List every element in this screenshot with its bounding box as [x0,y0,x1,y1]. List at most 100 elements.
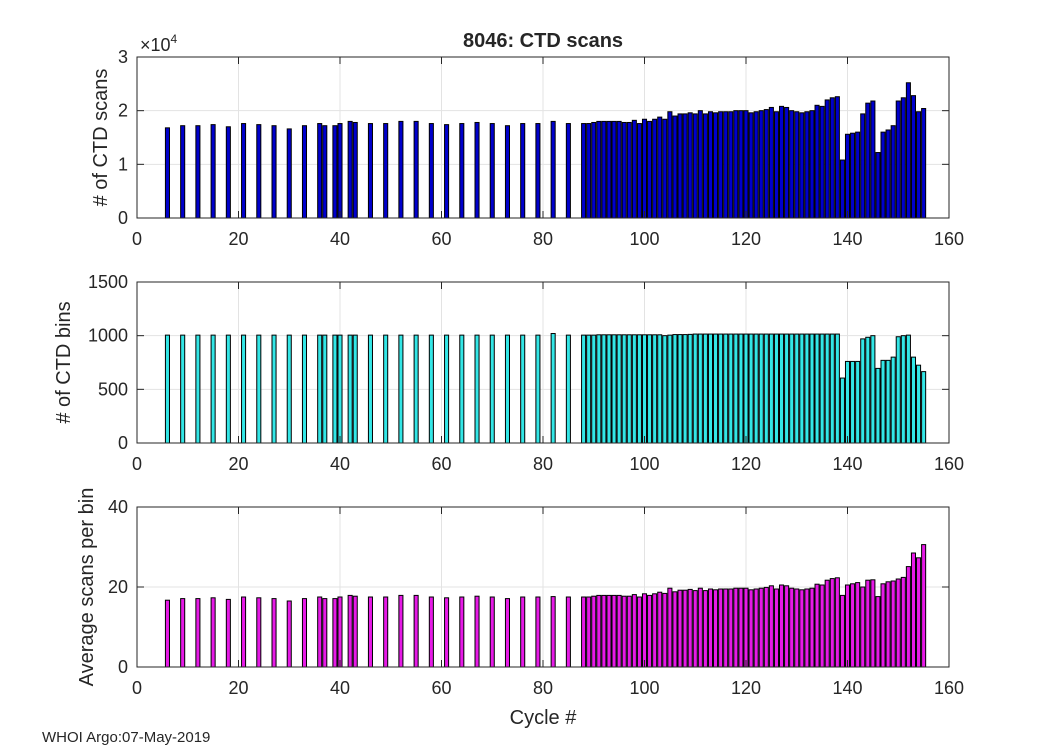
bar [855,131,861,219]
x-tick-label: 40 [330,678,350,698]
bar [367,334,373,444]
bar [829,578,835,668]
bar [428,596,434,668]
bar [733,333,739,444]
bar [768,333,774,444]
x-tick-label: 60 [431,229,451,249]
bar [758,587,764,668]
bar [824,333,830,444]
bar [596,594,602,668]
bar [723,111,729,219]
bar [621,595,627,668]
bar [286,128,292,219]
bar [728,111,734,219]
bar [707,111,714,219]
bar [702,590,708,668]
bar [347,594,353,668]
bar [271,125,277,219]
bar [809,110,815,219]
bar [662,592,668,668]
bar [565,123,571,219]
bar [180,125,186,219]
bar [672,591,678,668]
bar [317,334,323,444]
bar [606,594,612,668]
bar [591,334,597,444]
bar [814,333,820,444]
bar [916,364,922,444]
bar [616,120,622,219]
bar [241,334,247,444]
bar [677,334,683,444]
bar [728,333,734,444]
bar [586,123,592,219]
bar [444,334,450,444]
bar [180,598,186,668]
bar [647,594,653,668]
bar [682,334,688,444]
bar-series [164,544,927,668]
bar [550,596,556,668]
bar [718,333,724,444]
bar [860,338,866,444]
bar [317,123,323,219]
bar [657,591,663,668]
bar [870,335,876,444]
bar [398,334,404,444]
y-tick-label: 0 [118,657,128,677]
y-tick-label: 0 [118,433,128,453]
ctd-scans-plot: 8046: CTD scans ×104 0 20 40 60 80 100 120 140 1… [90,30,964,249]
bar [601,594,607,668]
bar [860,113,866,219]
bar [596,334,602,444]
bar [824,579,830,668]
bar [225,334,231,444]
bar [707,588,714,668]
bar [895,100,901,219]
bar [738,110,744,219]
bar [444,597,450,668]
bar [413,120,419,219]
bar [784,585,790,668]
bar [885,581,891,668]
bar [459,334,465,444]
bar [855,360,861,444]
bar [565,596,571,668]
bar [718,111,724,219]
bar [905,334,911,444]
bar [733,587,739,668]
bar [779,333,785,444]
bar [687,588,693,668]
bar [210,597,216,668]
bar [322,598,328,668]
bar [641,593,648,668]
bar [768,106,774,219]
bar [413,594,419,668]
bar [850,132,856,219]
bar [667,587,673,668]
bar [520,334,526,444]
bar [631,594,637,668]
y-axis-label: # of CTD bins [53,301,75,423]
bar [921,108,927,219]
bar [611,120,617,219]
x-tick-label: 80 [533,454,553,474]
x-axis-label: Cycle # [510,707,578,729]
bar [758,333,764,444]
bar [804,588,810,668]
bar [834,577,840,668]
bar [164,334,170,444]
bar [895,578,901,668]
bar [763,333,769,444]
bar [225,126,231,219]
bar [753,111,759,219]
bar [880,583,886,668]
bar [164,599,170,668]
x-tick-label: 20 [228,229,248,249]
x-tick-label: 20 [228,454,248,474]
bar [799,112,805,219]
bar [743,333,749,444]
bar [677,589,683,668]
x-tick-label: 160 [934,229,964,249]
bar [784,333,790,444]
